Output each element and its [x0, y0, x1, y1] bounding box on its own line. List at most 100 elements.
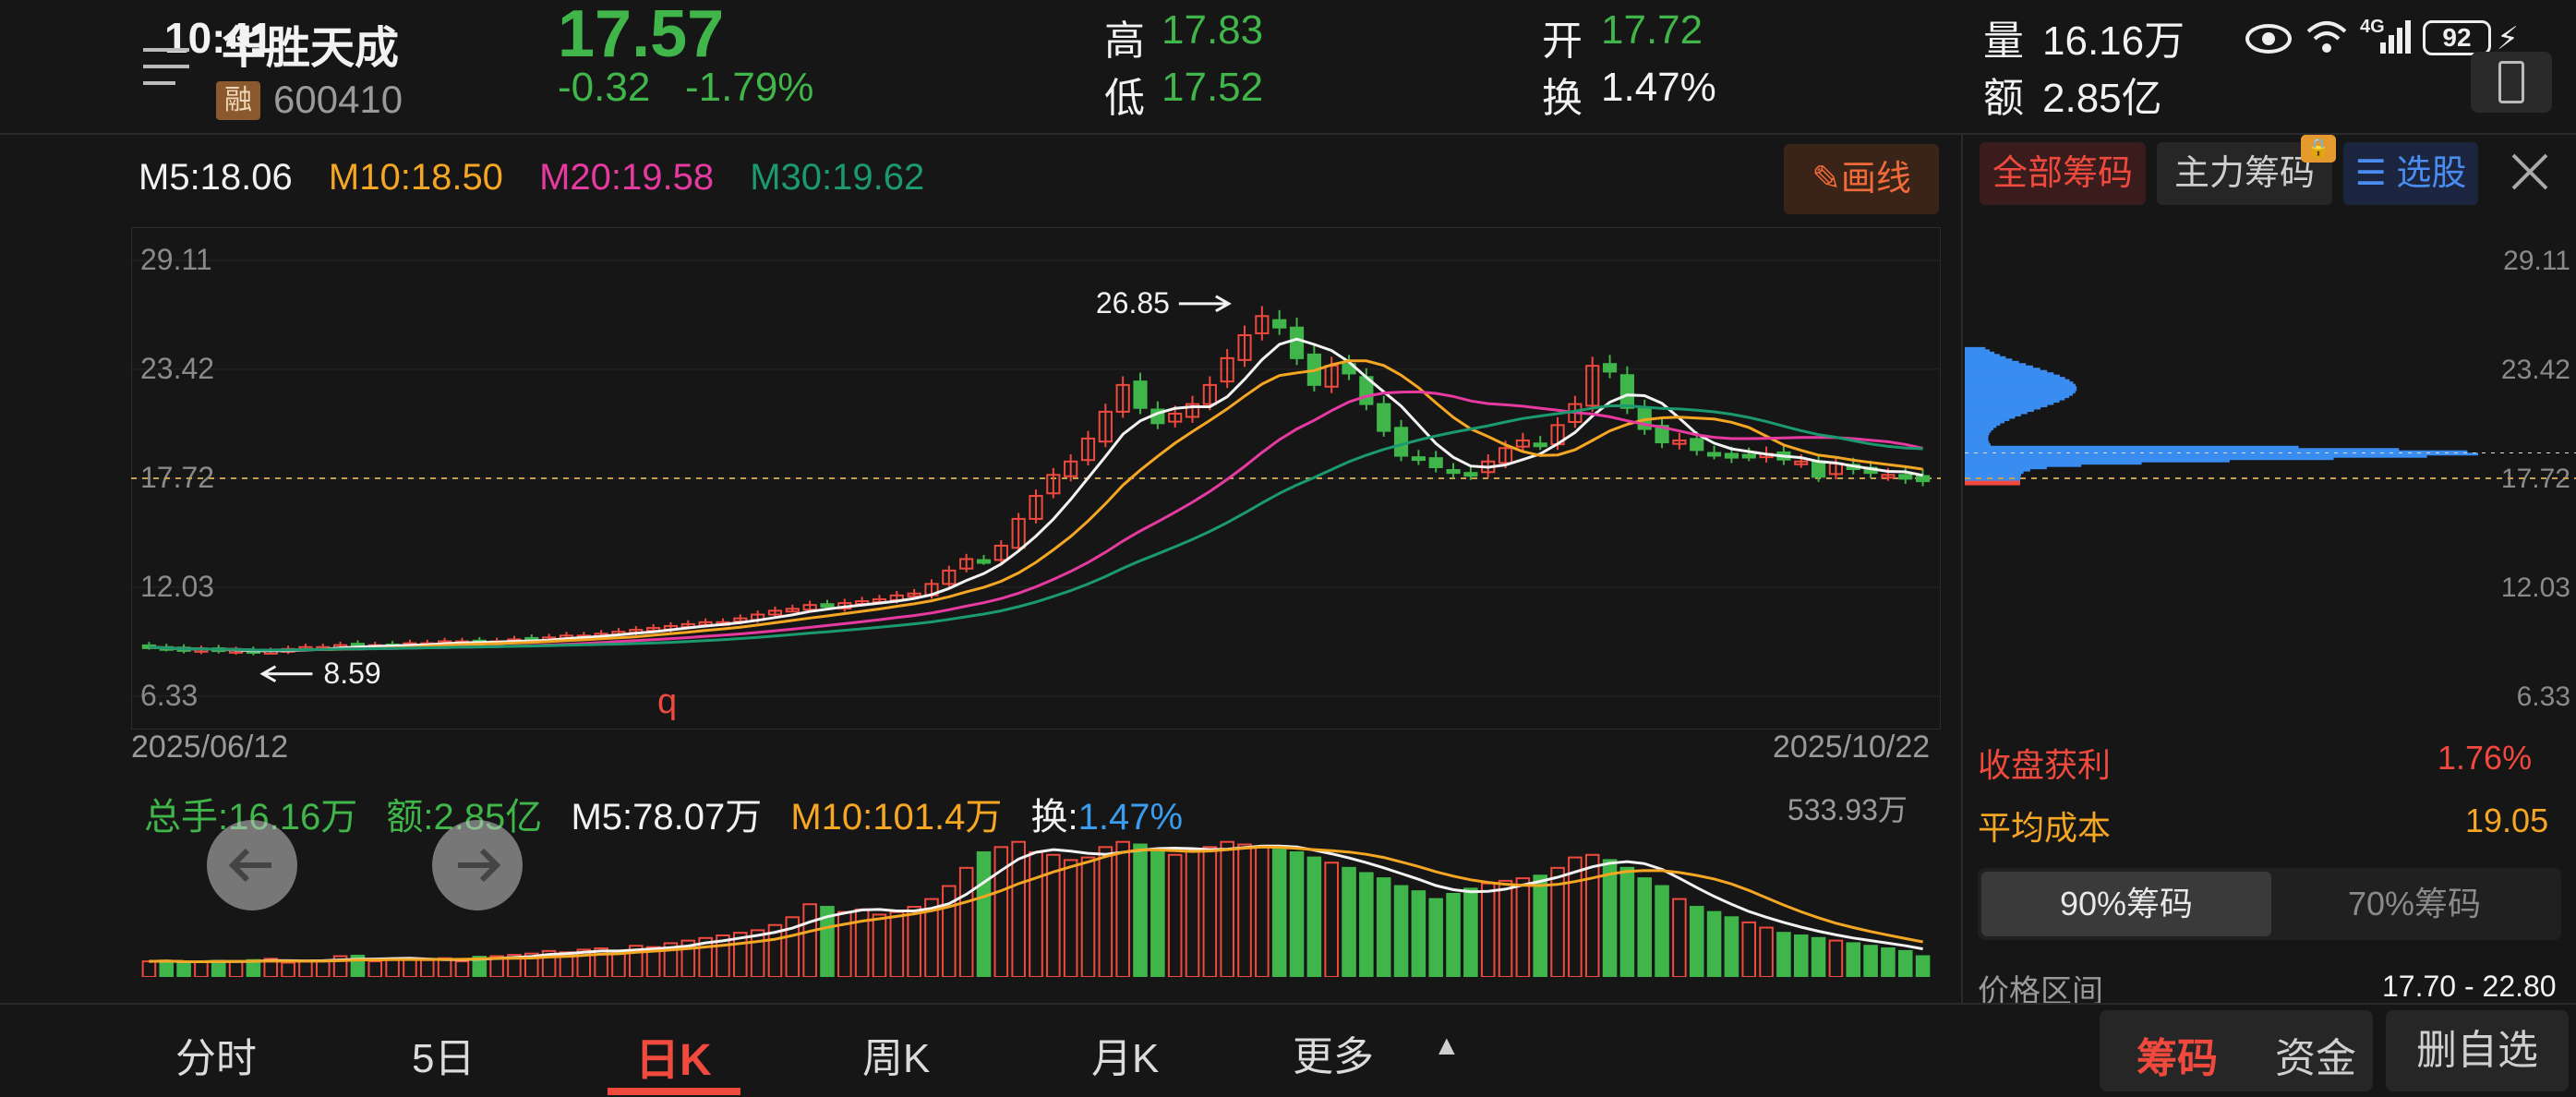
volume-bar	[1863, 945, 1878, 977]
low-arrow-icon	[259, 665, 313, 683]
volume-bar	[385, 958, 400, 977]
chip-bar	[1965, 402, 2054, 405]
chip-panel-divider	[1961, 135, 1963, 1003]
marker-annotation: q	[657, 682, 677, 721]
candle-body	[1585, 365, 1600, 407]
stock-name: 华胜天成	[222, 24, 400, 73]
prev-arrow-button[interactable]	[207, 820, 297, 910]
volume-bar	[1463, 887, 1478, 977]
candle-body	[1533, 442, 1547, 448]
volume-bar	[1271, 849, 1287, 977]
tab-70-chips[interactable]: 70%筹码	[2347, 885, 2482, 922]
volume-bar	[419, 958, 435, 977]
chip-bar	[1965, 457, 2334, 461]
tab-weekly-k[interactable]: 周K	[862, 1036, 931, 1081]
volume-bar	[1237, 843, 1252, 977]
tab-90-chips[interactable]: 90%筹码	[1981, 872, 2271, 936]
volume-bar	[716, 934, 730, 977]
candle-body	[1515, 439, 1530, 448]
volume-bar	[315, 959, 331, 977]
ma-legend: M5:18.06 M10:18.50 M20:19.58 M30:19.62	[138, 157, 924, 199]
chip-bar	[1965, 420, 2005, 424]
candle-body	[1446, 469, 1461, 475]
next-arrow-button[interactable]	[432, 820, 523, 910]
candle-body	[1185, 403, 1200, 418]
volume-bar	[1689, 906, 1704, 977]
volume-bar	[541, 949, 557, 977]
chips-button[interactable]: 筹码	[2137, 1036, 2218, 1081]
volume-bar	[1446, 892, 1461, 977]
tab-monthly-k[interactable]: 月K	[1091, 1036, 1160, 1081]
volume-bar	[1602, 859, 1618, 977]
volume-bar	[1167, 853, 1183, 977]
chip-bar	[1965, 356, 2006, 359]
chip-y-tick-label: 12.03	[2501, 573, 2570, 603]
tab-daily-k[interactable]: 日K	[635, 1036, 712, 1085]
draw-line-label: 画线	[1840, 160, 1911, 199]
high-annotation: 26.85	[1096, 286, 1170, 319]
candle-body	[1690, 438, 1704, 452]
chip-bar	[1965, 372, 2054, 376]
volume-chart[interactable]	[131, 822, 1941, 977]
volume-bar	[1393, 885, 1409, 977]
candle-body	[1915, 475, 1931, 483]
low-annotation: 8.59	[323, 657, 380, 690]
chip-bar	[1965, 477, 2021, 481]
chip-bar	[1965, 473, 2022, 476]
stock-picker-label: 选股	[2396, 154, 2467, 193]
chip-bar	[1965, 436, 1989, 440]
volume-bar	[1150, 850, 1165, 977]
tab-5day[interactable]: 5日	[412, 1036, 475, 1081]
tab-main-chips[interactable]: 主力筹码 🔒	[2157, 135, 2336, 205]
menu-icon[interactable]	[143, 44, 189, 85]
chip-bar	[1965, 439, 1989, 442]
volume-bar	[159, 959, 175, 977]
more-caret-icon[interactable]: ▲	[1433, 1031, 1461, 1061]
volume-bar	[1828, 939, 1844, 977]
candle-body	[1064, 460, 1078, 477]
chip-y-tick-label: 6.33	[2517, 681, 2570, 712]
volume-bar	[1759, 926, 1774, 977]
volume-bar	[1080, 856, 1096, 977]
chip-bar	[1965, 363, 2027, 367]
volume-bar	[802, 903, 817, 977]
volume-label: 量	[1983, 18, 2024, 64]
amount-value: 2.85亿	[2042, 76, 2162, 121]
profit-label: 收盘获利	[1978, 746, 2112, 784]
volume-bar	[1533, 874, 1547, 977]
volume-bar	[176, 961, 191, 977]
chip-y-tick-label: 23.42	[2501, 355, 2570, 385]
chip-bar	[1965, 431, 1990, 435]
volume-bar	[1724, 916, 1739, 977]
volume-bar	[629, 945, 644, 977]
tab-more[interactable]: 更多	[1293, 1034, 1374, 1079]
volume-bar	[1306, 856, 1322, 977]
chip-bar	[1965, 416, 2016, 419]
chip-bar	[1965, 388, 2077, 392]
tab-all-chips[interactable]: 全部筹码	[1980, 142, 2146, 205]
close-chip-panel-icon[interactable]	[2506, 148, 2554, 196]
draw-line-button[interactable]: ✎画线	[1784, 144, 1939, 214]
chip-percent-toggle[interactable]: 90%筹码 70%筹码	[1978, 868, 2561, 940]
candle-body	[1411, 456, 1426, 462]
chip-bar	[1965, 452, 2479, 456]
candle-body	[1377, 403, 1391, 432]
stock-picker-button[interactable]: ☰ 选股	[2343, 142, 2478, 205]
active-tab-underline	[608, 1088, 740, 1095]
ma-line-m10	[149, 359, 1923, 652]
chip-bar	[1965, 454, 2427, 458]
candle-body	[1202, 383, 1217, 405]
tab-intraday[interactable]: 分时	[175, 1036, 257, 1081]
remove-watchlist-button[interactable]: 删自选	[2386, 1010, 2569, 1091]
bottom-divider	[0, 1003, 2576, 1005]
fund-button[interactable]: 资金	[2275, 1036, 2356, 1081]
avg-cost-value: 19.05	[2465, 802, 2549, 839]
ma-line-m5	[149, 337, 1923, 653]
list-icon: ☰	[2354, 154, 2387, 193]
landscape-toggle-icon[interactable]	[2471, 52, 2552, 113]
candle-body	[959, 558, 974, 570]
y-tick-label: 6.33	[140, 679, 198, 712]
chip-bar	[1965, 471, 2024, 475]
